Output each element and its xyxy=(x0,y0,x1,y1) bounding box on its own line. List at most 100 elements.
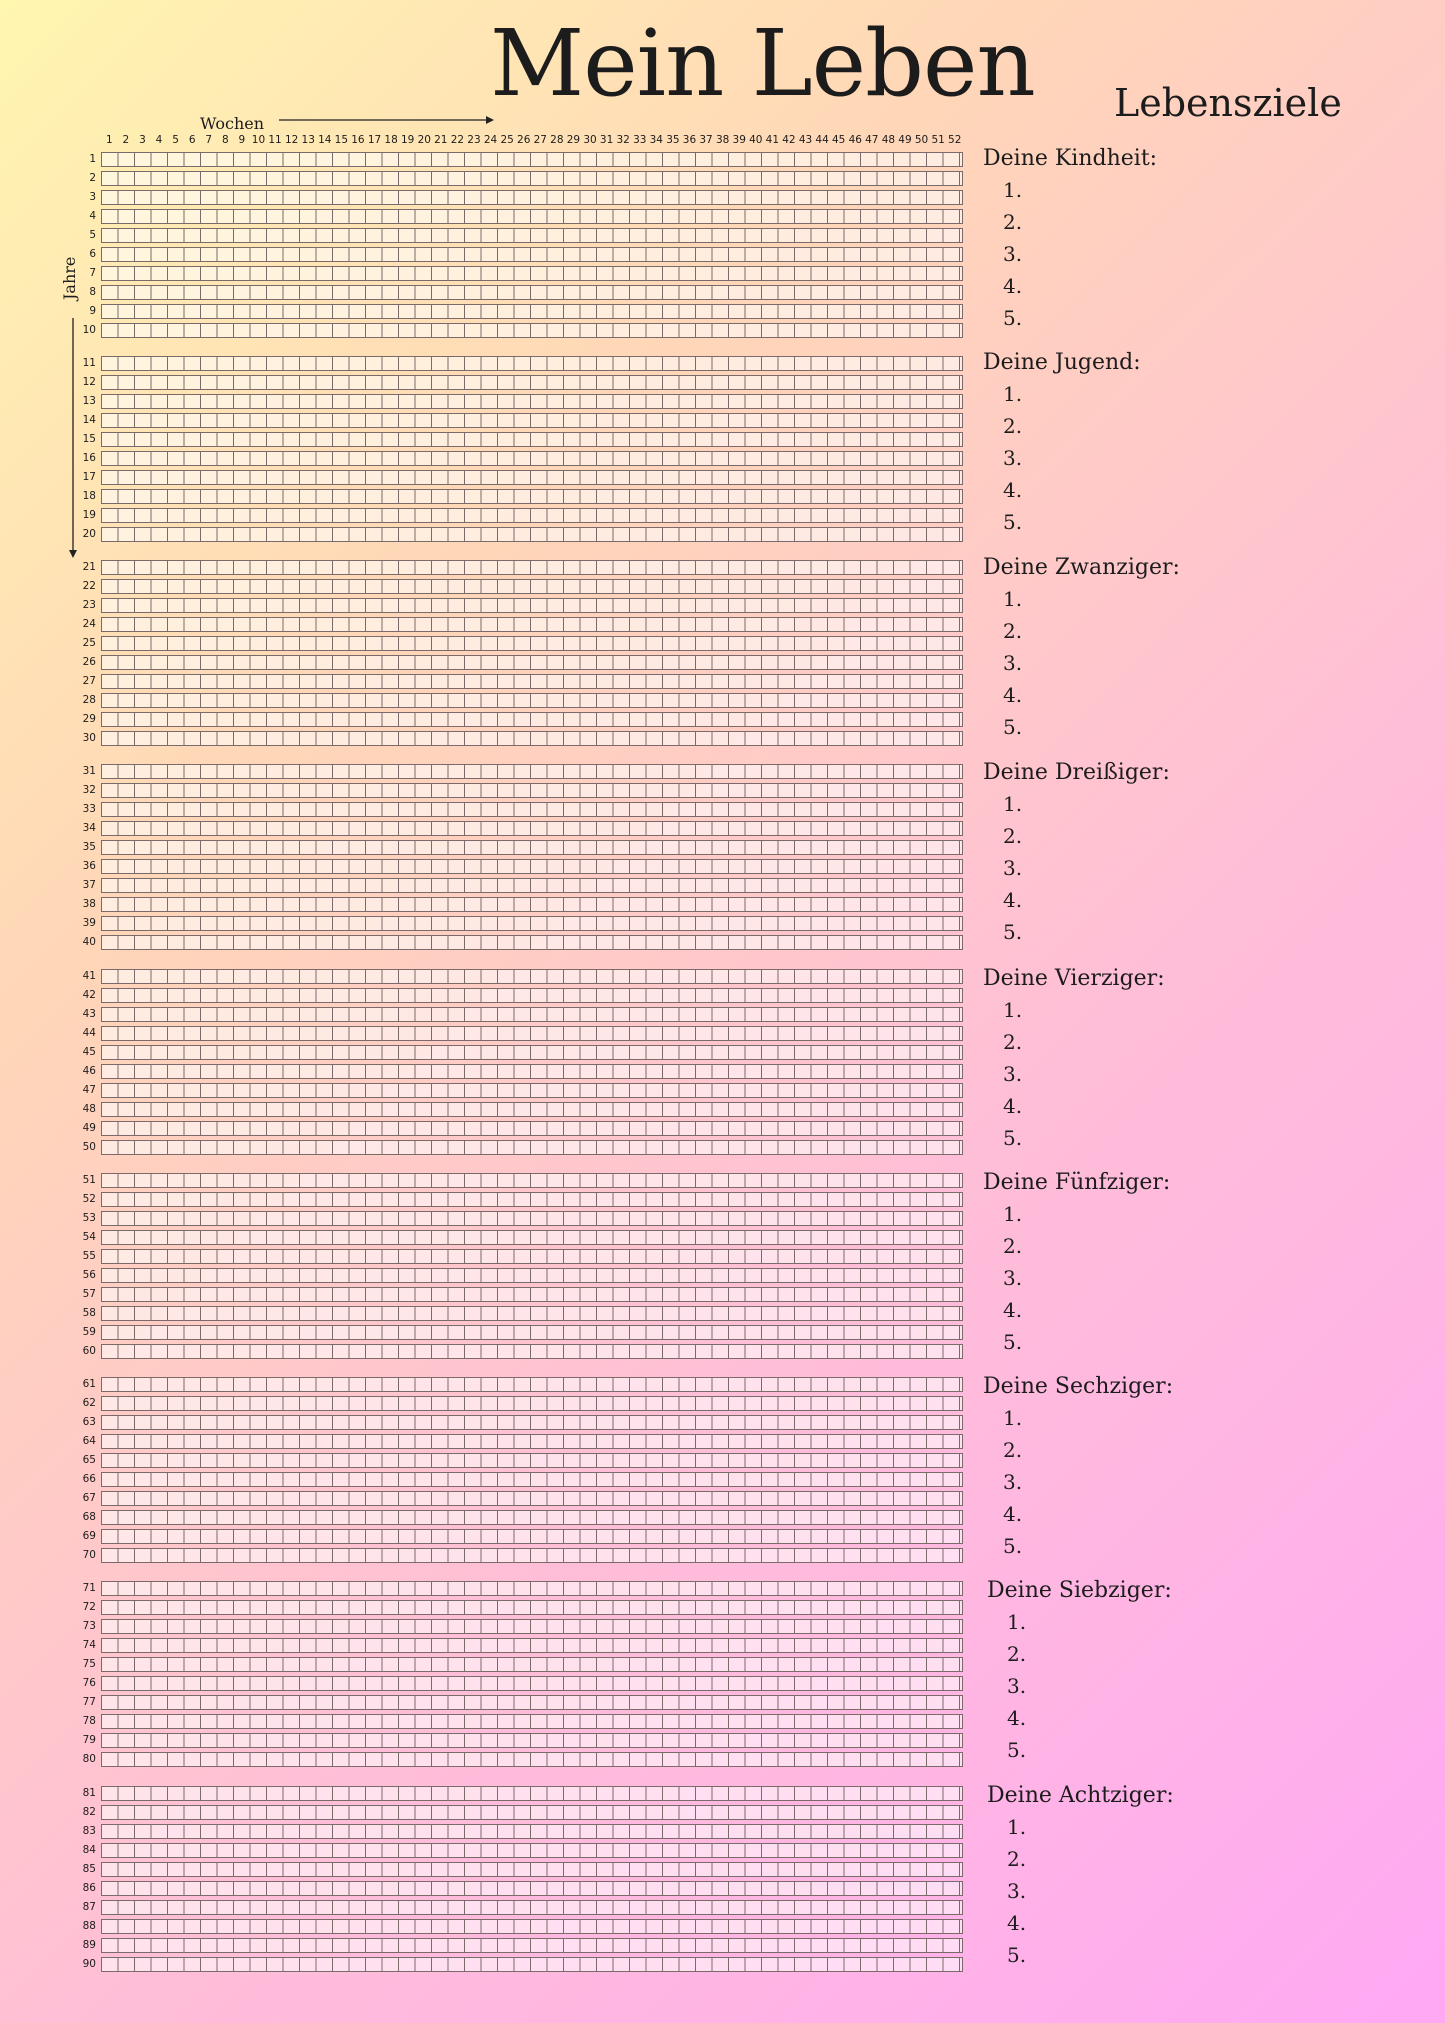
week-boxes[interactable] xyxy=(101,1211,963,1226)
week-boxes[interactable] xyxy=(101,1824,963,1839)
week-boxes[interactable] xyxy=(101,527,963,542)
week-boxes[interactable] xyxy=(101,731,963,746)
week-boxes[interactable] xyxy=(101,451,963,466)
goal-item[interactable]: 2. xyxy=(1003,210,1023,234)
goal-item[interactable]: 3. xyxy=(1007,1879,1027,1903)
week-boxes[interactable] xyxy=(101,1881,963,1896)
goal-item[interactable]: 1. xyxy=(1007,1610,1027,1634)
week-boxes[interactable] xyxy=(101,1472,963,1487)
week-boxes[interactable] xyxy=(101,432,963,447)
goal-item[interactable]: 4. xyxy=(1003,274,1023,298)
week-boxes[interactable] xyxy=(101,171,963,186)
goal-item[interactable]: 1. xyxy=(1003,792,1023,816)
week-boxes[interactable] xyxy=(101,655,963,670)
goal-item[interactable]: 1. xyxy=(1003,382,1023,406)
goal-item[interactable]: 3. xyxy=(1003,242,1023,266)
week-boxes[interactable] xyxy=(101,1786,963,1801)
week-boxes[interactable] xyxy=(101,1638,963,1653)
week-boxes[interactable] xyxy=(101,1805,963,1820)
week-boxes[interactable] xyxy=(101,1548,963,1563)
goal-item[interactable]: 4. xyxy=(1003,683,1023,707)
week-boxes[interactable] xyxy=(101,1344,963,1359)
goal-item[interactable]: 2. xyxy=(1007,1642,1027,1666)
week-boxes[interactable] xyxy=(101,859,963,874)
week-boxes[interactable] xyxy=(101,1377,963,1392)
week-boxes[interactable] xyxy=(101,1268,963,1283)
week-boxes[interactable] xyxy=(101,356,963,371)
goal-item[interactable]: 5. xyxy=(1007,1943,1027,1967)
week-boxes[interactable] xyxy=(101,304,963,319)
week-boxes[interactable] xyxy=(101,1529,963,1544)
week-boxes[interactable] xyxy=(101,674,963,689)
goal-item[interactable]: 4. xyxy=(1007,1911,1027,1935)
week-boxes[interactable] xyxy=(101,1491,963,1506)
week-boxes[interactable] xyxy=(101,969,963,984)
goal-item[interactable]: 5. xyxy=(1003,1534,1023,1558)
goal-item[interactable]: 2. xyxy=(1003,1438,1023,1462)
goal-item[interactable]: 4. xyxy=(1003,1298,1023,1322)
week-boxes[interactable] xyxy=(101,560,963,575)
week-boxes[interactable] xyxy=(101,1173,963,1188)
goal-item[interactable]: 2. xyxy=(1003,1234,1023,1258)
week-boxes[interactable] xyxy=(101,897,963,912)
week-boxes[interactable] xyxy=(101,285,963,300)
week-boxes[interactable] xyxy=(101,916,963,931)
goal-item[interactable]: 1. xyxy=(1003,178,1023,202)
week-boxes[interactable] xyxy=(101,323,963,338)
week-boxes[interactable] xyxy=(101,712,963,727)
week-boxes[interactable] xyxy=(101,1192,963,1207)
week-boxes[interactable] xyxy=(101,1083,963,1098)
week-boxes[interactable] xyxy=(101,247,963,262)
week-boxes[interactable] xyxy=(101,1919,963,1934)
week-boxes[interactable] xyxy=(101,266,963,281)
goal-item[interactable]: 3. xyxy=(1007,1674,1027,1698)
goal-item[interactable]: 5. xyxy=(1003,715,1023,739)
goal-item[interactable]: 2. xyxy=(1003,824,1023,848)
goal-item[interactable]: 5. xyxy=(1003,1126,1023,1150)
goal-item[interactable]: 1. xyxy=(1003,1202,1023,1226)
week-boxes[interactable] xyxy=(101,821,963,836)
week-boxes[interactable] xyxy=(101,1434,963,1449)
goal-item[interactable]: 5. xyxy=(1003,920,1023,944)
goal-item[interactable]: 1. xyxy=(1003,998,1023,1022)
goal-item[interactable]: 5. xyxy=(1003,306,1023,330)
week-boxes[interactable] xyxy=(101,802,963,817)
goal-item[interactable]: 2. xyxy=(1003,414,1023,438)
week-boxes[interactable] xyxy=(101,988,963,1003)
goal-item[interactable]: 2. xyxy=(1007,1847,1027,1871)
week-boxes[interactable] xyxy=(101,1695,963,1710)
week-boxes[interactable] xyxy=(101,598,963,613)
week-boxes[interactable] xyxy=(101,394,963,409)
goal-item[interactable]: 3. xyxy=(1003,651,1023,675)
goal-item[interactable]: 3. xyxy=(1003,1062,1023,1086)
goal-item[interactable]: 4. xyxy=(1003,1502,1023,1526)
goal-item[interactable]: 4. xyxy=(1007,1706,1027,1730)
week-boxes[interactable] xyxy=(101,935,963,950)
week-boxes[interactable] xyxy=(101,1007,963,1022)
week-boxes[interactable] xyxy=(101,1453,963,1468)
goal-item[interactable]: 1. xyxy=(1007,1815,1027,1839)
goal-item[interactable]: 4. xyxy=(1003,888,1023,912)
week-boxes[interactable] xyxy=(101,1510,963,1525)
week-boxes[interactable] xyxy=(101,1600,963,1615)
week-boxes[interactable] xyxy=(101,1415,963,1430)
week-boxes[interactable] xyxy=(101,1306,963,1321)
week-boxes[interactable] xyxy=(101,1396,963,1411)
week-boxes[interactable] xyxy=(101,1733,963,1748)
week-boxes[interactable] xyxy=(101,1900,963,1915)
week-boxes[interactable] xyxy=(101,636,963,651)
week-boxes[interactable] xyxy=(101,693,963,708)
week-boxes[interactable] xyxy=(101,1862,963,1877)
week-boxes[interactable] xyxy=(101,1714,963,1729)
week-boxes[interactable] xyxy=(101,470,963,485)
goal-item[interactable]: 4. xyxy=(1003,478,1023,502)
week-boxes[interactable] xyxy=(101,1957,963,1972)
week-boxes[interactable] xyxy=(101,1752,963,1767)
week-boxes[interactable] xyxy=(101,1657,963,1672)
week-boxes[interactable] xyxy=(101,508,963,523)
goal-item[interactable]: 5. xyxy=(1007,1738,1027,1762)
goal-item[interactable]: 4. xyxy=(1003,1094,1023,1118)
week-boxes[interactable] xyxy=(101,1287,963,1302)
week-boxes[interactable] xyxy=(101,1676,963,1691)
week-boxes[interactable] xyxy=(101,1140,963,1155)
